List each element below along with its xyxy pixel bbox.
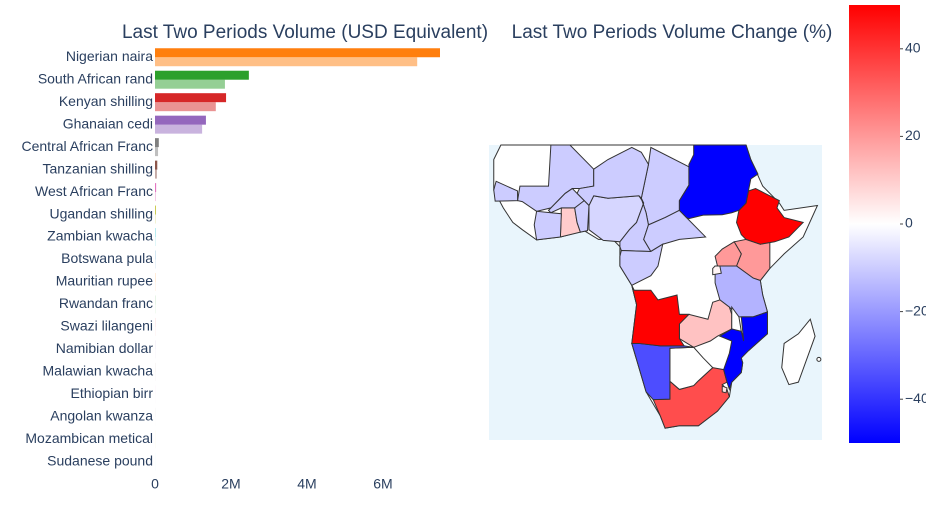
bar [155,48,440,58]
colorbar-tick-label: −40 [905,390,926,406]
y-tick-label: Zambian kwacha [47,228,153,244]
country [631,285,691,347]
bar [155,124,203,134]
y-tick-label: Mozambican metical [25,430,153,446]
y-tick-label: Sudanese pound [47,452,153,468]
colorbar-tick-label: 20 [905,127,921,143]
y-tick-label: Angolan kwanza [50,408,153,424]
country [714,241,742,267]
y-tick-label: Ugandan shilling [49,205,153,221]
bar [155,138,159,148]
colorbar-tick-label: 40 [905,40,921,56]
y-tick-label: Namibian dollar [56,340,154,356]
country [678,299,733,348]
y-tick-label: Mauritian rupee [56,273,153,289]
y-tick-label: Rwandan franc [59,295,153,311]
y-tick-label: Ghanaian cedi [63,115,153,131]
land [781,318,816,386]
bar [155,160,158,170]
bar [155,79,225,89]
country [736,188,805,245]
bar [155,205,156,215]
y-tick-label: West African Franc [35,183,153,199]
y-tick-label: Swazi lilangeni [60,318,153,334]
x-tick-label: 0 [151,476,159,492]
country [712,265,722,276]
x-tick-label: 6M [373,476,392,492]
country [533,210,562,241]
country [816,356,822,362]
country [721,385,728,394]
colorbar [849,5,900,443]
y-tick-label: Botswana pula [61,250,153,266]
country [574,199,590,233]
country [619,243,664,287]
y-tick-label: South African rand [38,70,153,86]
y-tick-label: Tanzanian shilling [42,160,153,176]
map [493,144,822,429]
bar [155,169,157,179]
x-tick-label: 2M [221,476,240,492]
y-tick-label: Malawian kwacha [43,363,154,379]
bar [155,70,249,80]
bar [155,147,159,157]
colorbar-tick-label: 0 [905,215,913,231]
bar [155,183,157,193]
colorbar-tick-label: −20 [905,302,926,318]
country [678,144,759,220]
bar [155,57,418,67]
country [718,311,768,392]
y-tick-label: Ethiopian birr [71,385,154,401]
bar [155,115,206,125]
country [576,146,649,207]
bar-title: Last Two Periods Volume (USD Equivalent) [122,22,488,43]
y-tick-label: Kenyan shilling [59,93,153,109]
x-tick-label: 4M [297,476,316,492]
bar [155,192,156,202]
bar [155,93,227,103]
country [493,180,519,202]
y-tick-label: Nigerian naira [66,48,153,64]
y-tick-label: Central African Franc [22,138,154,154]
map-title: Last Two Periods Volume Change (%) [512,22,833,43]
bar [155,102,216,112]
